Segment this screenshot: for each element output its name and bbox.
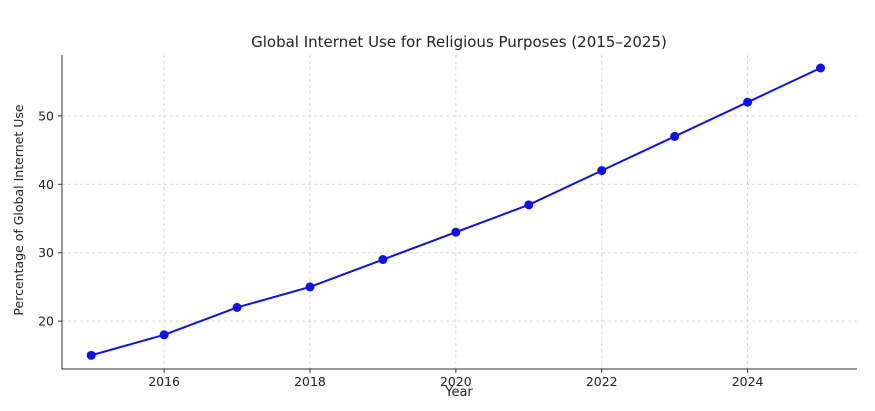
x-tick-label: 2022 — [586, 374, 618, 389]
x-axis-ticks: 2016 2018 2020 2022 2024 — [148, 369, 764, 389]
axis-spines — [61, 55, 857, 370]
y-axis-label: Percentage of Global Internet Use — [11, 104, 26, 315]
data-point — [378, 255, 388, 265]
chart-title: Global Internet Use for Religious Purpos… — [251, 33, 667, 51]
series — [86, 63, 826, 360]
y-axis-ticks: 20 30 40 50 — [38, 108, 62, 329]
y-tick-label: 40 — [38, 177, 54, 192]
x-tick-label: 2020 — [440, 374, 472, 389]
data-point — [743, 97, 753, 107]
x-tick-label: 2024 — [732, 374, 764, 389]
y-tick-label: 30 — [38, 245, 54, 260]
x-axis-label: Year — [444, 385, 473, 400]
data-point — [451, 227, 461, 237]
data-point — [159, 330, 169, 340]
data-point — [816, 63, 826, 73]
data-point — [524, 200, 534, 210]
data-point — [232, 302, 242, 312]
y-tick-label: 20 — [38, 314, 54, 329]
x-tick-label: 2018 — [294, 374, 326, 389]
data-point — [305, 282, 315, 292]
x-tick-label: 2016 — [148, 374, 180, 389]
data-point — [597, 166, 607, 176]
y-tick-label: 50 — [38, 108, 54, 123]
data-point — [86, 350, 96, 360]
axes — [61, 55, 857, 370]
data-point — [670, 131, 680, 141]
grid — [62, 55, 857, 369]
